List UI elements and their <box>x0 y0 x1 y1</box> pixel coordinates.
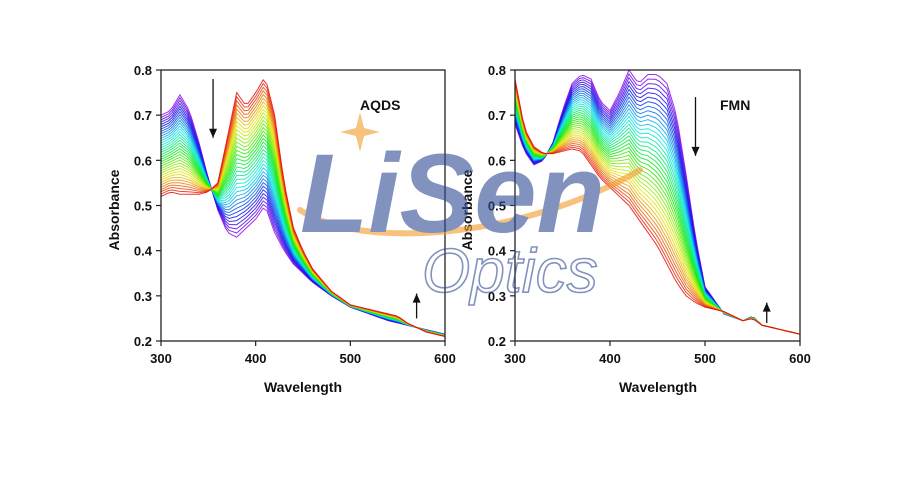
spectrum-line <box>160 79 446 337</box>
x-tick-label: 500 <box>339 351 361 366</box>
y-tick-label: 0.8 <box>488 63 506 78</box>
arrow-head-icon <box>412 293 421 303</box>
chart-panel-aqds: 300 400 500 600 0.2 0.3 0.4 0.5 0.6 0.7 0.8 AQDS W… <box>106 63 456 395</box>
spectra-group <box>514 68 801 335</box>
spectra-group <box>160 79 446 337</box>
y-tick-label: 0.4 <box>488 244 507 259</box>
y-axis-title: Absorbance <box>106 169 122 250</box>
y-tick-label: 0.4 <box>134 244 153 259</box>
chart-panel-fmn: 300 400 500 600 0.2 0.3 0.4 0.5 0.6 0.7 0.8 FMN Wa… <box>459 63 811 395</box>
x-axis-title: Wavelength <box>619 379 697 395</box>
brand-name: LiSen <box>300 131 605 256</box>
logo-swoosh-icon <box>297 167 643 237</box>
y-tick-label: 0.5 <box>488 199 506 214</box>
y-tick-label: 0.2 <box>134 334 152 349</box>
axis-ticks <box>156 69 446 346</box>
trend-arrows <box>209 79 421 319</box>
spectrum-line <box>514 78 801 335</box>
x-tick-label: 400 <box>599 351 621 366</box>
logo-sparkle-icon <box>340 112 380 152</box>
panel-label-aqds: AQDS <box>360 97 400 113</box>
x-axis-title: Wavelength <box>264 379 342 395</box>
y-tick-label: 0.6 <box>134 153 152 168</box>
trend-arrows <box>691 97 771 323</box>
arrow-head-icon <box>691 146 700 156</box>
y-tick-label: 0.7 <box>134 108 152 123</box>
x-tick-label: 600 <box>789 351 811 366</box>
y-tick-label: 0.3 <box>488 289 506 304</box>
x-tick-label: 500 <box>694 351 716 366</box>
x-tick-label: 600 <box>434 351 456 366</box>
y-tick-label: 0.5 <box>134 199 152 214</box>
panel-label-fmn: FMN <box>720 97 750 113</box>
y-tick-label: 0.8 <box>134 63 152 78</box>
arrow-head-icon <box>762 302 771 312</box>
y-tick-label: 0.7 <box>488 108 506 123</box>
x-tick-label: 300 <box>150 351 172 366</box>
x-tick-label: 400 <box>245 351 267 366</box>
tick-labels: 300 400 500 600 0.2 0.3 0.4 0.5 0.6 0.7 0.8 <box>488 63 811 366</box>
arrow-head-icon <box>209 128 218 138</box>
x-tick-label: 300 <box>504 351 526 366</box>
y-tick-label: 0.3 <box>134 289 152 304</box>
brand-sub: Optics <box>422 237 598 306</box>
axis-ticks <box>510 69 801 346</box>
brand-watermark: LiSen Optics <box>297 112 643 307</box>
y-tick-label: 0.6 <box>488 153 506 168</box>
tick-labels: 300 400 500 600 0.2 0.3 0.4 0.5 0.6 0.7 0.8 <box>134 63 456 366</box>
y-tick-label: 0.2 <box>488 334 506 349</box>
